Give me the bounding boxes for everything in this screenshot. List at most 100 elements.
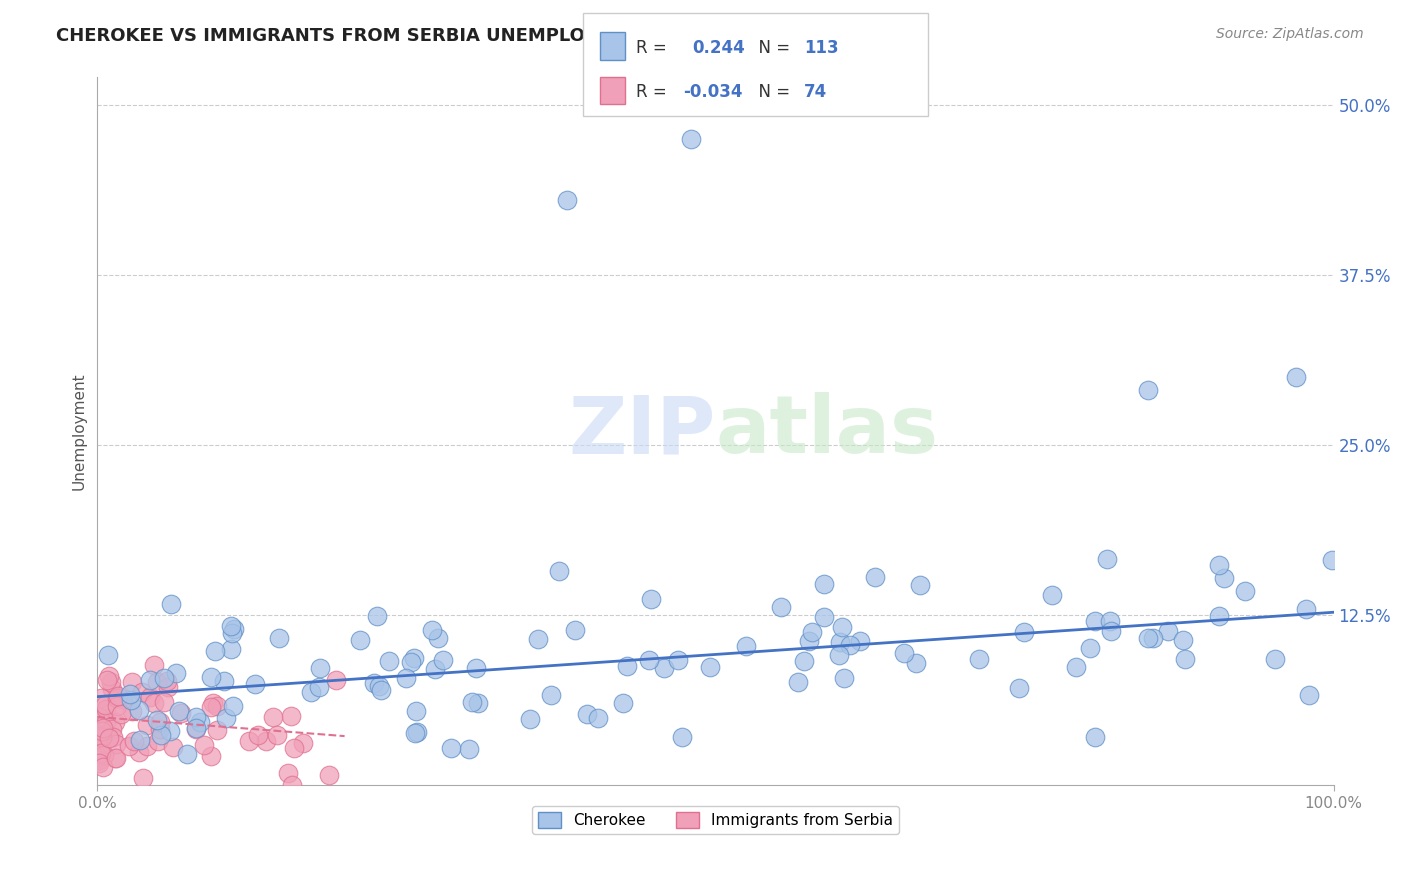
Point [98, 669, 121, 683]
Point [555, 193, 578, 207]
Point [91, 760, 114, 774]
Point [405, 725, 427, 739]
Point [671, 731, 693, 745]
Point [162, 740, 184, 755]
Point [188, 715, 211, 730]
Point [291, 736, 314, 750]
Point [104, 751, 127, 765]
Text: 74: 74 [804, 83, 828, 101]
Point [90, 724, 112, 739]
Point [404, 726, 426, 740]
Point [128, 732, 150, 747]
Point [547, 565, 569, 579]
Point [616, 659, 638, 673]
Point [176, 747, 198, 761]
Point [202, 697, 225, 711]
Point [405, 704, 427, 718]
Point [368, 679, 391, 693]
Point [308, 680, 330, 694]
Point [269, 631, 291, 645]
Point [103, 730, 125, 744]
Point [834, 671, 856, 685]
Legend: Cherokee, Immigrants from Serbia: Cherokee, Immigrants from Serbia [531, 805, 900, 834]
Point [813, 577, 835, 591]
Point [440, 740, 463, 755]
Point [1208, 558, 1230, 572]
Point [1320, 553, 1343, 567]
Point [1084, 730, 1107, 744]
Point [105, 699, 128, 714]
Point [139, 673, 162, 688]
Point [104, 714, 127, 729]
Point [1295, 602, 1317, 616]
Point [828, 635, 851, 649]
Point [540, 688, 562, 702]
Point [262, 710, 284, 724]
Point [1234, 583, 1257, 598]
Point [519, 712, 541, 726]
Text: atlas: atlas [716, 392, 939, 470]
Point [128, 746, 150, 760]
Point [1099, 614, 1122, 628]
Point [404, 650, 426, 665]
Point [110, 707, 132, 722]
Text: N =: N = [748, 83, 796, 101]
Point [464, 661, 486, 675]
Text: 113: 113 [804, 38, 839, 56]
Point [395, 671, 418, 685]
Point [1137, 384, 1160, 398]
Text: -0.034: -0.034 [683, 83, 742, 101]
Point [238, 734, 260, 748]
Point [89, 756, 111, 770]
Point [221, 699, 243, 714]
Point [280, 778, 302, 792]
Point [863, 570, 886, 584]
Point [205, 723, 228, 737]
Point [184, 710, 207, 724]
Point [167, 704, 190, 718]
Point [1099, 624, 1122, 638]
Point [679, 131, 702, 145]
Point [349, 633, 371, 648]
Point [207, 698, 229, 713]
Point [801, 625, 824, 640]
Point [96, 673, 118, 687]
Point [124, 734, 146, 748]
Point [370, 683, 392, 698]
Point [1208, 609, 1230, 624]
Point [318, 768, 340, 782]
Point [299, 684, 322, 698]
Point [142, 696, 165, 710]
Point [159, 724, 181, 739]
Point [170, 706, 193, 721]
Point [366, 609, 388, 624]
Point [156, 674, 179, 689]
Point [97, 648, 120, 662]
Point [143, 658, 166, 673]
Point [377, 655, 399, 669]
Point [91, 731, 114, 745]
Point [813, 609, 835, 624]
Text: N =: N = [748, 38, 796, 56]
Point [146, 714, 169, 728]
Point [908, 578, 931, 592]
Point [117, 739, 139, 753]
Point [214, 673, 236, 688]
Point [104, 738, 127, 752]
Point [793, 654, 815, 668]
Point [135, 739, 157, 753]
Point [849, 634, 872, 648]
Point [831, 620, 853, 634]
Point [277, 766, 299, 780]
Point [586, 711, 609, 725]
Point [184, 721, 207, 735]
Point [1040, 588, 1063, 602]
Point [787, 674, 810, 689]
Point [828, 648, 851, 662]
Point [89, 710, 111, 724]
Point [101, 681, 124, 696]
Point [153, 672, 176, 686]
Point [165, 666, 187, 681]
Point [87, 753, 110, 767]
Point [149, 715, 172, 730]
